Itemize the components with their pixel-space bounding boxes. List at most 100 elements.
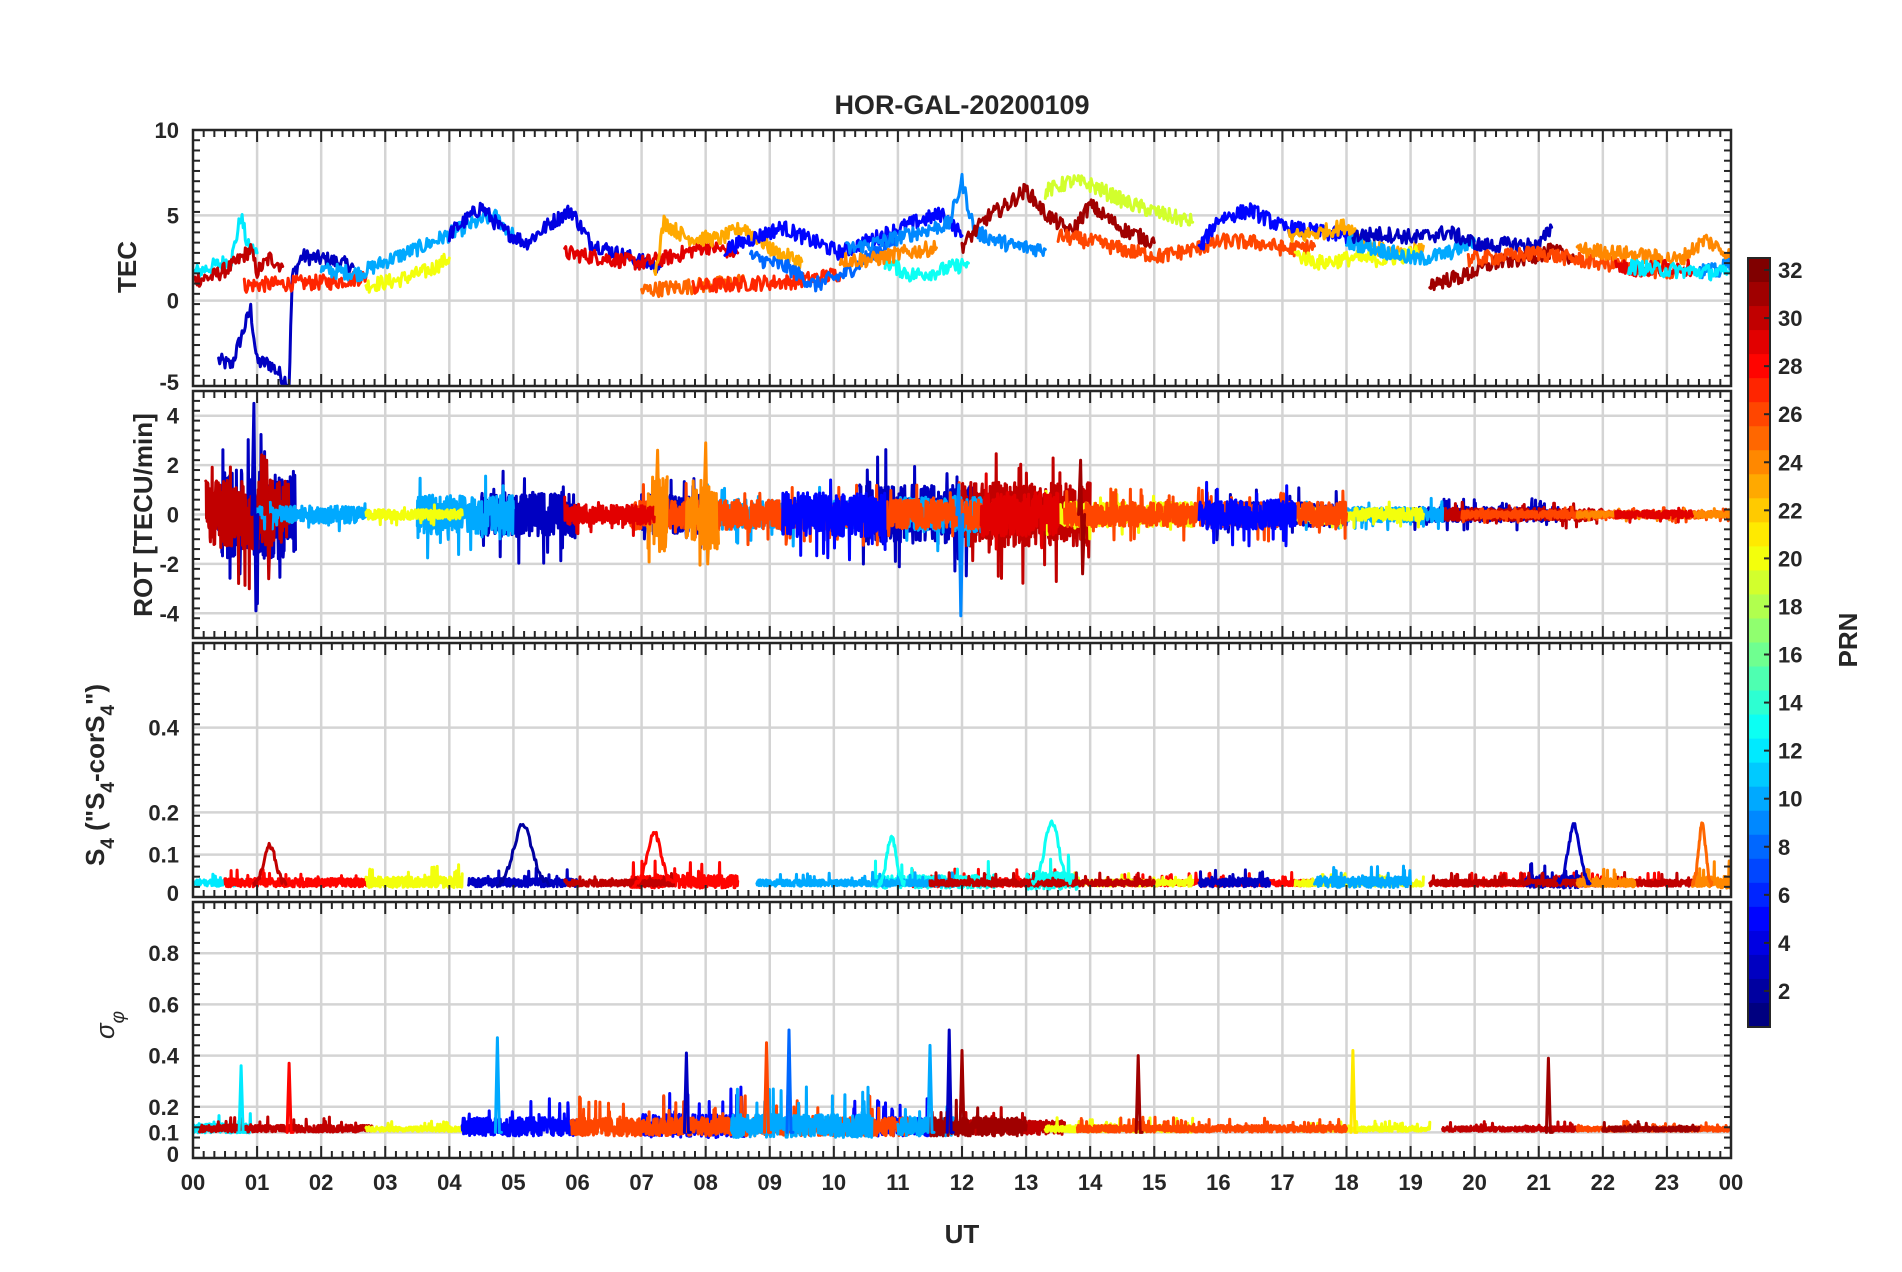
prn-29-trace (979, 472, 1060, 551)
colorbar-swatch (1748, 1002, 1770, 1028)
x-tick-label: 21 (1527, 1170, 1551, 1195)
traces (204, 401, 1731, 618)
colorbar-swatch (1748, 618, 1770, 644)
x-tick-label: 18 (1334, 1170, 1358, 1195)
y-tick-label: 0 (167, 503, 179, 528)
svg-text:S4 ("S4-corS4"): S4 ("S4-corS4") (80, 684, 119, 866)
colorbar-tick-label: 2 (1778, 979, 1790, 1004)
prn-13-trace (883, 253, 970, 283)
prn-5-trace (1197, 480, 1297, 548)
prn-30-trace (1441, 1120, 1579, 1133)
colorbar-swatch (1748, 450, 1770, 475)
rot-ylabel: ROT [TECU/min] (128, 413, 158, 617)
colorbar-tick-label: 22 (1778, 498, 1802, 523)
colorbar-tick-label: 32 (1778, 258, 1802, 283)
prn-12-trace (1627, 258, 1731, 282)
tec-panel: 10 5 0 -5 (155, 118, 1733, 395)
colorbar-tick-label: 6 (1778, 883, 1790, 908)
prn-31-spike (958, 1049, 968, 1134)
x-tick-label: 07 (629, 1170, 653, 1195)
colorbar-tick-label: 28 (1778, 354, 1802, 379)
prn-5-trace (723, 206, 964, 261)
colorbar-swatch (1748, 882, 1770, 908)
prn-29-trace (1614, 506, 1694, 524)
prn-30-bump (252, 841, 288, 887)
y-tick-label: 0.1 (148, 843, 179, 868)
prn-10-trace (729, 1085, 874, 1139)
x-tick-label: 10 (822, 1170, 846, 1195)
x-tick-label: 00 (181, 1170, 205, 1195)
sigma-phase-panel: 0.8 0.6 0.4 0.20.10 (148, 900, 1733, 1167)
y-tick-label: 0.4 (148, 1044, 179, 1069)
colorbar-tick-label: 26 (1778, 402, 1802, 427)
prn-30-trace (563, 872, 676, 888)
prn-29-trace (563, 239, 740, 271)
x-tick-label: 05 (501, 1170, 525, 1195)
colorbar-swatch (1748, 954, 1770, 980)
colorbar-swatch (1748, 282, 1770, 307)
prn-3-trace (217, 248, 355, 386)
prn-24-spike (702, 441, 712, 566)
y-tick-label: -5 (159, 370, 179, 395)
x-tick-label: 12 (950, 1170, 974, 1195)
y-tick-label: 0.8 (148, 941, 179, 966)
prn-21-spike (1349, 1049, 1359, 1134)
colorbar-tick-label: 8 (1778, 835, 1790, 860)
colorbar-swatch (1748, 738, 1770, 764)
colorbar-swatch (1748, 906, 1770, 932)
prn-10-trace (255, 500, 368, 533)
colorbar-swatch (1748, 546, 1770, 572)
colorbar-tick-label: 10 (1778, 787, 1802, 812)
colorbar-tick-label: 20 (1778, 546, 1802, 571)
prn-31-spike (1134, 1054, 1144, 1134)
y-tick-label: 0.4 (148, 716, 179, 741)
y-tick-label: -2 (159, 552, 179, 577)
x-tick-label: 04 (437, 1170, 462, 1195)
colorbar-swatch (1748, 786, 1770, 812)
prn-29-trace (563, 495, 656, 537)
colorbar-swatch (1748, 690, 1770, 716)
y-tick-label: 0.2 (148, 1095, 179, 1120)
prn-24-trace (684, 478, 720, 567)
y-tick-label: 10 (155, 118, 179, 143)
prn-30-trace (928, 871, 1156, 888)
prn-24-spike (654, 448, 664, 553)
x-tick-label: 13 (1014, 1170, 1038, 1195)
colorbar-swatch (1748, 594, 1770, 620)
colorbar-swatch (1748, 978, 1770, 1004)
prn-10-spike (493, 1036, 503, 1134)
tec-ylabel: TEC (112, 241, 142, 293)
prn-5-trace (460, 1097, 579, 1138)
traces (193, 819, 1731, 891)
colorbar-swatch (1748, 810, 1770, 836)
prn-10-trace (1345, 234, 1477, 266)
x-tick-label: 06 (565, 1170, 589, 1195)
y-tick-label: 5 (167, 203, 179, 228)
x-tick-label: 03 (373, 1170, 397, 1195)
x-tick-label: 22 (1591, 1170, 1615, 1195)
prn-30-trace (1428, 871, 1701, 888)
colorbar-swatch (1748, 714, 1770, 740)
prn-9-trace (845, 172, 1047, 258)
prn-13-bump (1031, 819, 1073, 886)
prn-28-trace (223, 868, 374, 889)
colorbar-tick-label: 30 (1778, 306, 1802, 331)
colorbar-swatch (1748, 762, 1770, 788)
s4-ylabel: S4 ("S4-corS4") (80, 684, 119, 866)
x-tick-label: 01 (245, 1170, 269, 1195)
prn-2-bump (495, 823, 551, 888)
prn-31-spike (1077, 458, 1087, 576)
prn-20-trace (364, 863, 464, 889)
prn-9-spike (955, 483, 965, 618)
colorbar-label: PRN (1833, 613, 1863, 668)
prn-10-trace (755, 870, 964, 888)
prn-12-spike (237, 1064, 247, 1134)
y-tick-label: 4 (167, 404, 180, 429)
x-tick-label: 19 (1398, 1170, 1422, 1195)
x-tick-labels: 00 01 02 03 04 05 06 07 08 09 10 11 12 13 14 15 16 17 18 19… (181, 1170, 1743, 1195)
x-axis-label: UT (945, 1219, 980, 1249)
prn-30-trace (193, 243, 285, 288)
colorbar-swatch (1748, 426, 1770, 451)
prn-28-spike (285, 1061, 295, 1134)
